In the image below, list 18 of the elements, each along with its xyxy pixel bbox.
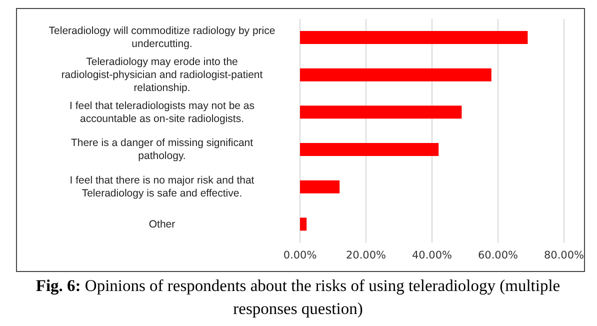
bar bbox=[300, 218, 307, 231]
y-tick-label: Teleradiology will commoditize radiology by price undercutting. bbox=[48, 24, 276, 50]
y-tick-label: I feel that teleradiologists may not be as accountable as on-site radiologists. bbox=[69, 100, 255, 125]
text: Fig. 6: Opinions of respondents about the risks of using teleradiology (multiple responses question) bbox=[34, 275, 562, 320]
bar bbox=[300, 68, 492, 82]
x-tick-label: 60.00% bbox=[478, 249, 518, 262]
y-tick-label: Teleradiology may erode into the radiologist-physician and radiologist-patient relationship. bbox=[61, 56, 263, 94]
y-tick-label: I feel that there is no major risk and that Teleradiology is safe and effective. bbox=[70, 174, 254, 200]
y-tick-label: Other bbox=[148, 218, 176, 230]
y-tick-label: There is a danger of missing significant pathology. bbox=[70, 136, 254, 162]
x-tick-label: 20.00% bbox=[346, 249, 386, 262]
bar bbox=[300, 143, 439, 156]
x-tick-label: 0.00% bbox=[283, 249, 317, 262]
bar bbox=[300, 180, 340, 194]
bar bbox=[300, 31, 528, 44]
bar bbox=[300, 106, 462, 119]
x-tick-label: 80.00% bbox=[544, 249, 584, 262]
x-tick-label: 40.00% bbox=[412, 249, 452, 262]
